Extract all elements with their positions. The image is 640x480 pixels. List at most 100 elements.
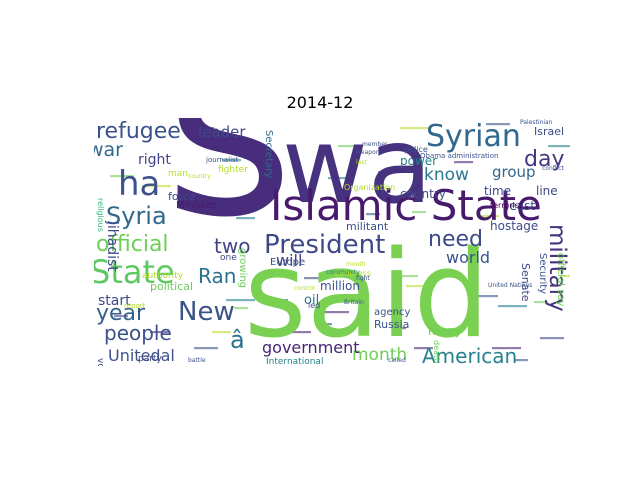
cloud-word: ha: [118, 164, 160, 204]
cloud-word: American: [422, 344, 517, 366]
cloud-filler-mark: [328, 177, 347, 180]
cloud-filler-mark: [200, 127, 214, 130]
cloud-filler-mark: [474, 295, 498, 298]
cloud-word: community: [326, 269, 360, 276]
cloud-word: Congress: [334, 269, 371, 278]
cloud-filler-mark: [194, 347, 218, 350]
cloud-word: â: [230, 326, 245, 354]
cloud-word: Russia: [374, 318, 409, 331]
cloud-filler-mark: [114, 315, 128, 318]
cloud-word: war: [94, 139, 123, 161]
cloud-word: two: [214, 234, 250, 258]
cloud-filler-mark: [392, 327, 406, 330]
cloud-filler-mark: [212, 331, 231, 334]
cloud-filler-mark: [414, 347, 433, 350]
chart-title: 2014-12: [286, 93, 354, 112]
cloud-word: authority: [142, 271, 184, 281]
cloud-filler-mark: [110, 175, 134, 178]
cloud-filler-mark: [400, 127, 429, 130]
cloud-filler-mark: [480, 215, 499, 218]
cloud-word: government: [262, 338, 360, 357]
cloud-word: country: [188, 173, 211, 180]
cloud-word: Ran: [198, 264, 236, 288]
cloud-filler-mark: [498, 305, 527, 308]
cloud-word: party: [138, 354, 162, 364]
cloud-word: people: [104, 321, 172, 345]
cloud-word: President: [264, 230, 385, 260]
cloud-word: New: [178, 297, 235, 327]
cloud-word: hostage: [490, 219, 538, 233]
cloud-word: day: [524, 147, 564, 172]
cloud-word: vote: [95, 358, 105, 366]
cloud-filler-mark: [320, 311, 349, 314]
cloud-filler-mark: [304, 277, 328, 280]
cloud-word: time: [484, 184, 511, 198]
cloud-filler-mark: [236, 217, 255, 220]
cloud-word: group: [492, 163, 536, 181]
cloud-word: need: [428, 227, 483, 252]
cloud-word: conflict: [542, 165, 565, 172]
cloud-filler-mark: [338, 145, 362, 148]
cloud-filler-mark: [560, 275, 570, 278]
cloud-word: one: [220, 253, 237, 263]
cloud-word: religious: [96, 198, 105, 232]
cloud-filler-mark: [534, 301, 548, 304]
cloud-word: Syria: [106, 202, 167, 230]
cloud-filler-mark: [486, 123, 510, 126]
cloud-filler-mark: [548, 145, 570, 148]
cloud-word: State: [94, 253, 175, 291]
cloud-word: year: [96, 301, 146, 326]
cloud-word: International: [266, 357, 323, 366]
cloud-word: month: [352, 345, 407, 365]
cloud-word: militant: [346, 220, 389, 233]
cloud-filler-mark: [318, 323, 332, 326]
cloud-word: Syrian: [426, 119, 521, 154]
cloud-filler-mark: [492, 347, 521, 350]
cloud-word: led: [308, 301, 320, 310]
cloud-word: terrorist: [490, 201, 522, 210]
cloud-filler-mark: [150, 331, 169, 334]
cloud-word: weapon: [356, 149, 380, 156]
cloud-word: called: [388, 357, 406, 364]
cloud-word: s: [164, 118, 294, 272]
cloud-word: wa: [282, 118, 432, 227]
cloud-word: world: [446, 248, 490, 267]
cloud-word: jihadist: [104, 220, 120, 272]
cloud-word: Obama administration: [420, 152, 498, 160]
cloud-word: battle: [188, 357, 206, 364]
cloud-word: control: [294, 285, 315, 292]
cloud-word: Britain: [344, 299, 364, 306]
cloud-filler-mark: [234, 307, 248, 310]
cloud-filler-mark: [394, 275, 418, 278]
cloud-filler-mark: [540, 337, 564, 340]
cloud-word: line: [536, 184, 558, 198]
cloud-filler-mark: [454, 161, 473, 164]
cloud-word: Organization: [344, 183, 395, 192]
cloud-word: official: [96, 232, 169, 257]
cloud-word: member: [362, 141, 388, 148]
cloud-word: fighter: [218, 165, 248, 175]
cloud-word: police: [404, 145, 428, 154]
cloud-word: death: [432, 340, 441, 363]
cloud-filler-mark: [366, 213, 380, 216]
cloud-word: know: [424, 165, 469, 185]
cloud-word: Secretary: [263, 130, 274, 178]
cloud-word: journalist: [205, 156, 239, 164]
cloud-word: Senate: [519, 263, 532, 302]
cloud-filler-mark: [406, 285, 435, 288]
cloud-filler-mark: [142, 185, 171, 188]
cloud-word: month: [346, 261, 366, 268]
cloud-word: start: [98, 293, 131, 309]
cloud-word: said: [244, 226, 490, 365]
cloud-word: Islamic State: [270, 181, 542, 230]
cloud-word: refugee: [96, 119, 181, 144]
cloud-filler-mark: [226, 299, 255, 302]
cloud-word: Palestinian: [520, 119, 553, 126]
cloud-word: right: [138, 152, 171, 168]
cloud-word: Unitedal: [108, 346, 175, 365]
cloud-word: leader: [198, 123, 246, 141]
cloud-word: least: [506, 199, 535, 213]
cloud-word: official say: [555, 253, 566, 306]
cloud-word: growing: [237, 248, 248, 288]
cloud-word: power: [400, 154, 437, 168]
